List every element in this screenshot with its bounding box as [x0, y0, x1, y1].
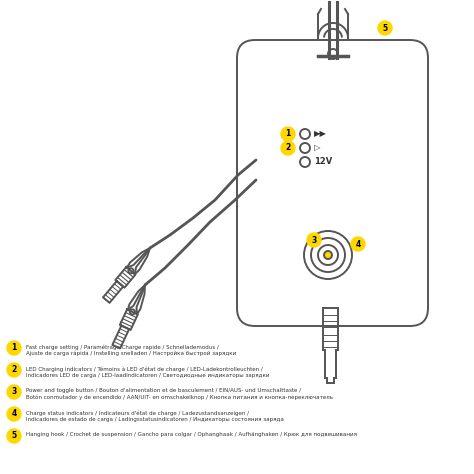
Circle shape	[307, 233, 321, 247]
Text: 12V: 12V	[314, 157, 332, 166]
Text: 4: 4	[11, 410, 17, 419]
Circle shape	[281, 127, 295, 141]
Text: 3: 3	[311, 236, 317, 245]
Circle shape	[281, 141, 295, 155]
Text: 5: 5	[383, 24, 388, 33]
Circle shape	[7, 385, 21, 399]
Text: ▷: ▷	[314, 144, 320, 153]
Text: 2: 2	[285, 144, 291, 153]
Text: 1: 1	[285, 129, 291, 138]
Text: LED Charging indicators / Témoins à LED d'état de charge / LED-Ladekontrolleucht: LED Charging indicators / Témoins à LED …	[26, 366, 270, 378]
Text: Charge status indicators / Indicateurs d'état de charge / Ladezustandsanzeigen /: Charge status indicators / Indicateurs d…	[26, 410, 284, 422]
Text: 4: 4	[356, 239, 361, 248]
Text: 3: 3	[11, 388, 17, 396]
Circle shape	[7, 341, 21, 355]
Circle shape	[351, 237, 365, 251]
Text: Hanging hook / Crochet de suspension / Gancho para colgar / Ophanghaak / Aufhäng: Hanging hook / Crochet de suspension / G…	[26, 432, 357, 437]
Circle shape	[7, 407, 21, 421]
Text: ▶▶: ▶▶	[314, 129, 327, 138]
Text: 2: 2	[11, 365, 17, 374]
FancyBboxPatch shape	[237, 40, 428, 326]
Text: Fast charge setting / Paramétrage Charge rapide / Schnellademodus /
Ajuste de ca: Fast charge setting / Paramétrage Charge…	[26, 344, 236, 356]
Text: 1: 1	[11, 344, 17, 353]
Circle shape	[7, 429, 21, 443]
Text: Power and toggle button / Bouton d'alimentation et de basculement / EIN/AUS- und: Power and toggle button / Bouton d'alime…	[26, 388, 333, 400]
Circle shape	[7, 363, 21, 377]
Circle shape	[378, 21, 392, 35]
Circle shape	[324, 251, 332, 259]
Text: 5: 5	[11, 431, 17, 440]
